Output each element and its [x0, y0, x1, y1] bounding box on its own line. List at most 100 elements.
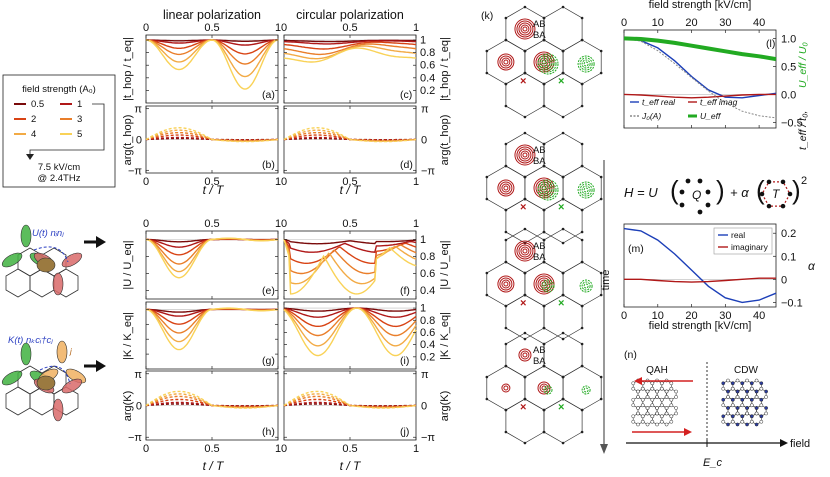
panel-i-ytick-label-r: 0.6 — [420, 327, 435, 339]
k-lattice-site — [580, 104, 584, 108]
k-lattice-site — [542, 82, 546, 86]
n-site — [735, 411, 740, 416]
k-lattice-site — [485, 197, 489, 201]
panel-m-series-real — [623, 227, 777, 304]
k-lattice-site — [542, 342, 546, 346]
panel-label-f: (f) — [400, 285, 410, 297]
panel-f-ytick-label-r: 0.4 — [420, 285, 435, 297]
n-site — [749, 419, 754, 424]
site-i-label-2: i — [70, 395, 72, 404]
k-red-contour — [501, 57, 511, 67]
orbital-lobe-k — [1, 370, 23, 386]
k-lattice-site — [485, 175, 489, 179]
panel-l-xtick-label: 0 — [621, 17, 627, 29]
panel-b-ytick-label: π — [134, 104, 142, 116]
k-lattice-hex — [562, 365, 602, 411]
k-lattice-site — [542, 238, 546, 242]
H-paren-left: ( — [670, 175, 679, 205]
n-site — [759, 403, 764, 408]
panel-f-series-5 — [283, 239, 417, 295]
k-lattice-site — [523, 197, 527, 201]
n-site — [735, 389, 740, 394]
k-red-contour — [503, 385, 509, 391]
k-lattice-site — [580, 364, 584, 368]
panel-i-ytick-label-r: 1 — [420, 303, 426, 315]
k-lattice-site — [580, 82, 584, 86]
n-edge-arrow-bottom — [684, 428, 692, 436]
k-lattice-site — [504, 142, 508, 146]
ylabel-d: arg(t_hop) — [439, 115, 451, 166]
panel-l-ytick-label: 0.0 — [781, 89, 796, 101]
n-site — [764, 395, 768, 399]
k-green-contour — [537, 179, 559, 201]
k-lattice-site — [561, 375, 565, 379]
n-site — [659, 381, 664, 386]
k-lattice-site — [523, 337, 527, 341]
n-site — [669, 414, 674, 419]
n-site — [659, 386, 664, 391]
n-site — [749, 414, 754, 419]
legend-label-2: 2 — [31, 114, 36, 125]
n-site — [754, 395, 759, 399]
H-paren-right: ) — [716, 175, 725, 205]
n-QAH-label: QAH — [646, 365, 668, 376]
n-site — [740, 414, 745, 419]
lattice-hexagon — [29, 268, 55, 298]
n-site — [721, 419, 726, 424]
k-green-contour — [579, 279, 593, 293]
panel-m-frame — [623, 223, 777, 308]
panel-f-ytick-label-r: 1 — [420, 234, 426, 246]
k-lattice-site — [599, 271, 603, 275]
k-lattice-site — [561, 197, 565, 201]
n-CDW-label: CDW — [734, 365, 758, 376]
k-red-contour — [497, 179, 515, 197]
k-lattice-site — [561, 115, 565, 119]
k-red-contour — [520, 246, 530, 256]
k-red-contour — [516, 20, 534, 38]
k-lattice-site — [523, 331, 527, 335]
n-site — [650, 381, 655, 386]
n-site — [659, 397, 664, 402]
n-site — [745, 422, 749, 427]
k-red-contour — [518, 348, 532, 362]
ylabel-h: arg(K) — [122, 391, 134, 422]
n-site — [674, 406, 678, 410]
T-dot — [766, 203, 772, 209]
k-red-contour — [520, 24, 530, 34]
n-field-label: field — [790, 438, 810, 450]
panel-h-series-5 — [145, 390, 279, 409]
k-lattice-site — [542, 104, 546, 108]
n-site — [735, 406, 740, 410]
n-site — [631, 386, 636, 391]
legend-footnote-2: @ 2.4THz — [38, 173, 81, 184]
column-title-circular: circular polarization — [296, 8, 404, 22]
k-lattice-site — [523, 375, 527, 379]
H-Q: Q — [692, 188, 701, 202]
n-site — [754, 378, 759, 383]
H-paren-right-2: ) — [792, 175, 801, 205]
orbital-lobe-i2 — [61, 378, 83, 394]
k-lattice-site — [485, 49, 489, 53]
panel-label-b: (b) — [262, 159, 275, 171]
n-site — [669, 381, 674, 386]
panel-e-series-5 — [145, 237, 279, 279]
xlabel-bottom-left: t / T — [203, 459, 225, 473]
Q-dot — [697, 178, 703, 184]
ylabel-g: |K / K_eq| — [122, 312, 134, 360]
panel-a-xtick-label-top: 1 — [275, 22, 281, 34]
panel-label-e: (e) — [262, 285, 275, 297]
panel-m-ytick-label: 0.2 — [781, 228, 796, 240]
K-term-label: K(t) nₖcᵢ†cⱼ — [8, 335, 53, 346]
k-red-contour — [499, 181, 513, 195]
k-green-contour — [577, 181, 595, 199]
k-lattice-hex — [562, 165, 602, 211]
k-lattice-site — [561, 227, 565, 231]
panel-b-xtick-label: 1 — [275, 176, 281, 188]
n-site — [721, 386, 726, 391]
n-site — [730, 419, 735, 424]
panel-label-c: (c) — [400, 89, 412, 101]
k-lattice-site — [485, 71, 489, 75]
n-site — [669, 386, 674, 391]
overlap-blob-2 — [36, 375, 56, 391]
n-site — [645, 411, 650, 416]
